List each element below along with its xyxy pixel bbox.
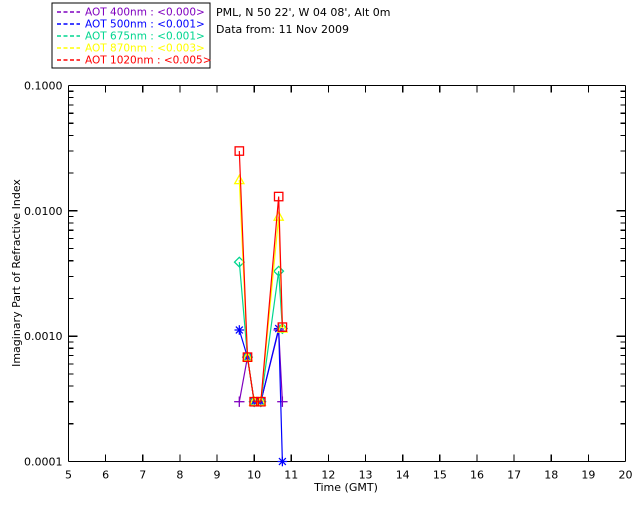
data-marker-diamond [272,265,285,277]
data-date-text: Data from: 11 Nov 2009 [216,23,349,36]
legend-label-1020nm: AOT 1020nm : <0.005> [85,55,212,67]
x-tick-label: 16 [470,469,484,482]
x-tick-label: 8 [176,469,183,482]
data-marker-plus [234,396,245,407]
y-tick-label: 0.0010 [24,330,63,343]
plot-frame [67,84,627,463]
data-marker-diamond [276,322,289,335]
data-marker-asterisk [234,325,245,335]
x-axis-label: Time (GMT) [313,481,378,494]
x-tick-label: 9 [214,469,221,482]
legend-label-500nm: AOT 500nm : <0.001> [85,19,205,31]
data-marker-plus [277,396,288,407]
y-tick-label: 0.1000 [24,80,63,93]
x-tick-label: 7 [139,469,146,482]
legend-label-675nm: AOT 675nm : <0.001> [85,31,205,43]
chart-legend: AOT 400nm : <0.000>AOT 500nm : <0.001>AO… [51,2,212,69]
x-tick-label: 10 [247,469,261,482]
x-tick-label: 6 [102,469,109,482]
series-line [238,151,283,403]
data-marker-triangle [276,322,289,333]
data-marker-square [256,396,266,407]
x-tick-label: 12 [321,469,335,482]
data-marker-square [242,352,253,363]
x-tick-label: 5 [65,469,72,482]
x-axis-ticks: 5 6 7 8 9 10 11 12 13 14 15 16 17 18 19 20 [65,85,633,482]
x-tick-label: 14 [396,469,410,482]
x-tick-label: 18 [544,469,558,482]
y-axis-ticks: 0.0001 0.0010 0.0100 0.1000 [24,80,626,469]
data-marker-asterisk [277,456,288,467]
y-tick-label: 0.0001 [24,456,63,469]
data-marker-triangle [272,210,285,221]
x-tick-label: 15 [433,469,447,482]
legend-label-870nm: AOT 870nm : <0.003> [85,43,205,55]
data-marker-square [277,322,288,333]
x-tick-label: 13 [359,469,373,482]
data-marker-square [249,396,260,407]
x-tick-label: 19 [581,469,595,482]
data-marker-square [273,191,284,202]
x-tick-label: 20 [619,469,633,482]
data-marker-triangle [233,173,246,185]
header-annotation-group: PML, N 50 22', W 04 08', Alt 0m Data fro… [216,6,390,36]
x-tick-label: 17 [507,469,521,482]
data-marker-square [234,146,245,156]
station-location-text: PML, N 50 22', W 04 08', Alt 0m [216,6,390,19]
y-tick-label: 0.0100 [24,205,63,218]
y-axis-label: Imaginary Part of Refractive Index [10,179,23,367]
data-series-group [233,146,289,467]
series-aot-1020nm-0-005- [234,146,288,407]
legend-label-400nm: AOT 400nm : <0.000> [85,7,205,19]
x-tick-label: 11 [284,469,298,482]
